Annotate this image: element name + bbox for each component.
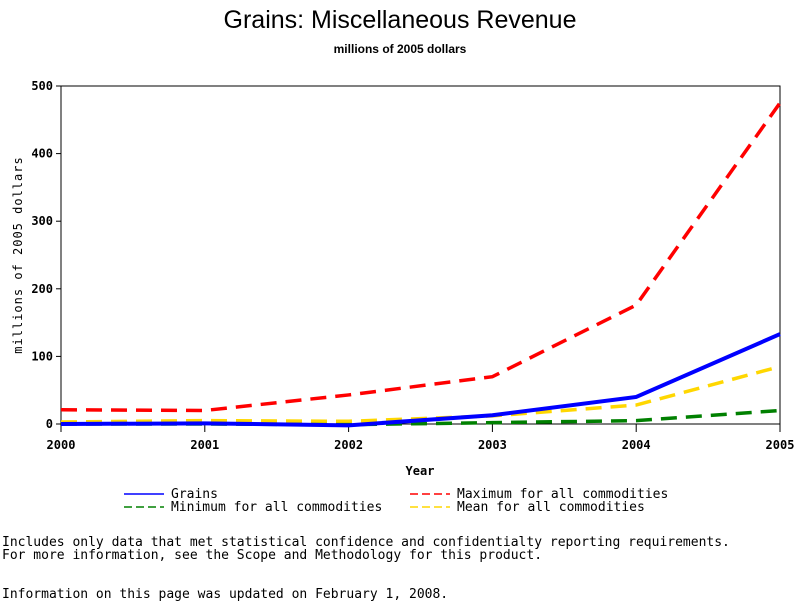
- y-tick-label: 500: [31, 79, 53, 93]
- x-tick-label: 2004: [622, 438, 651, 452]
- x-tick-label: 2003: [478, 438, 507, 452]
- x-tick-label: 2000: [47, 438, 76, 452]
- y-tick-label: 200: [31, 282, 53, 296]
- x-tick-label: 2001: [190, 438, 219, 452]
- series-line-mean-for-all-commodities: [60, 364, 781, 424]
- legend-label: Mean for all commodities: [457, 500, 645, 515]
- y-tick-label: 300: [31, 214, 53, 228]
- x-tick-label: 2002: [334, 438, 363, 452]
- y-axis-label: millions of 2005 dollars: [11, 156, 25, 353]
- chart-subtitle: millions of 2005 dollars: [333, 42, 467, 56]
- footnote-confidence: Includes only data that met statistical …: [2, 535, 730, 550]
- footnote-methodology: For more information, see the Scope and …: [2, 548, 543, 563]
- update-notice: Information on this page was updated on …: [2, 587, 449, 602]
- y-tick-label: 100: [31, 349, 53, 363]
- series-line-maximum-for-all-commodities: [60, 101, 782, 413]
- chart-title: Grains: Miscellaneous Revenue: [223, 6, 577, 34]
- series-line-grains: [60, 332, 781, 428]
- y-tick-label: 400: [31, 147, 53, 161]
- x-tick-label: 2005: [766, 438, 795, 452]
- legend-label: Maximum for all commodities: [457, 487, 668, 502]
- y-tick-label: 0: [46, 417, 53, 431]
- legend-label: Minimum for all commodities: [171, 500, 382, 515]
- series-line-minimum-for-all-commodities: [61, 408, 781, 427]
- x-axis-label: Year: [406, 464, 435, 478]
- legend-label: Grains: [171, 487, 218, 502]
